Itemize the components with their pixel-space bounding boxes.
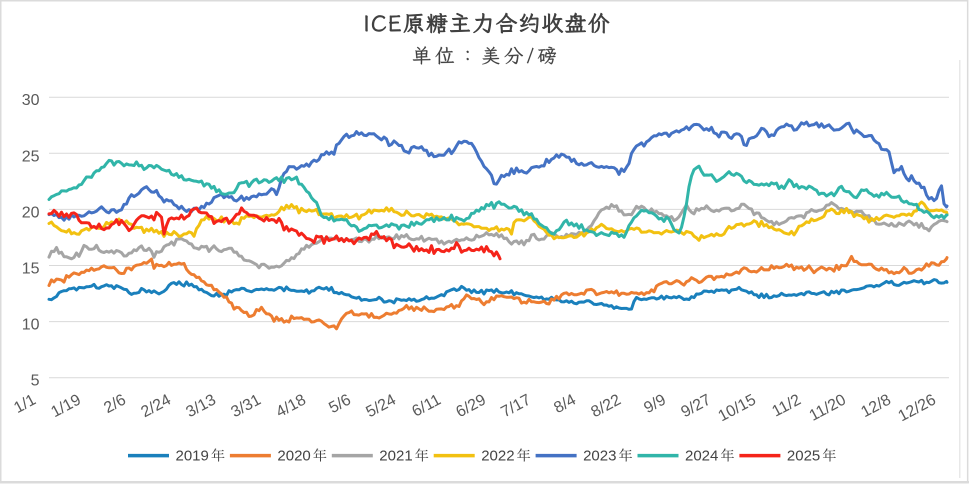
svg-text:2025: 2025 xyxy=(787,448,820,465)
svg-text:2019: 2019 xyxy=(176,448,209,465)
svg-text:2022: 2022 xyxy=(481,448,514,465)
svg-text:10: 10 xyxy=(22,317,40,334)
svg-text:15: 15 xyxy=(22,261,40,278)
svg-text:2023: 2023 xyxy=(583,448,616,465)
svg-text:5: 5 xyxy=(31,373,40,390)
svg-text:30: 30 xyxy=(22,92,40,109)
svg-text:2024: 2024 xyxy=(685,448,718,465)
svg-text:20: 20 xyxy=(22,204,40,221)
svg-text:2021: 2021 xyxy=(379,448,412,465)
svg-text:25: 25 xyxy=(22,148,40,165)
svg-text:2020: 2020 xyxy=(277,448,310,465)
